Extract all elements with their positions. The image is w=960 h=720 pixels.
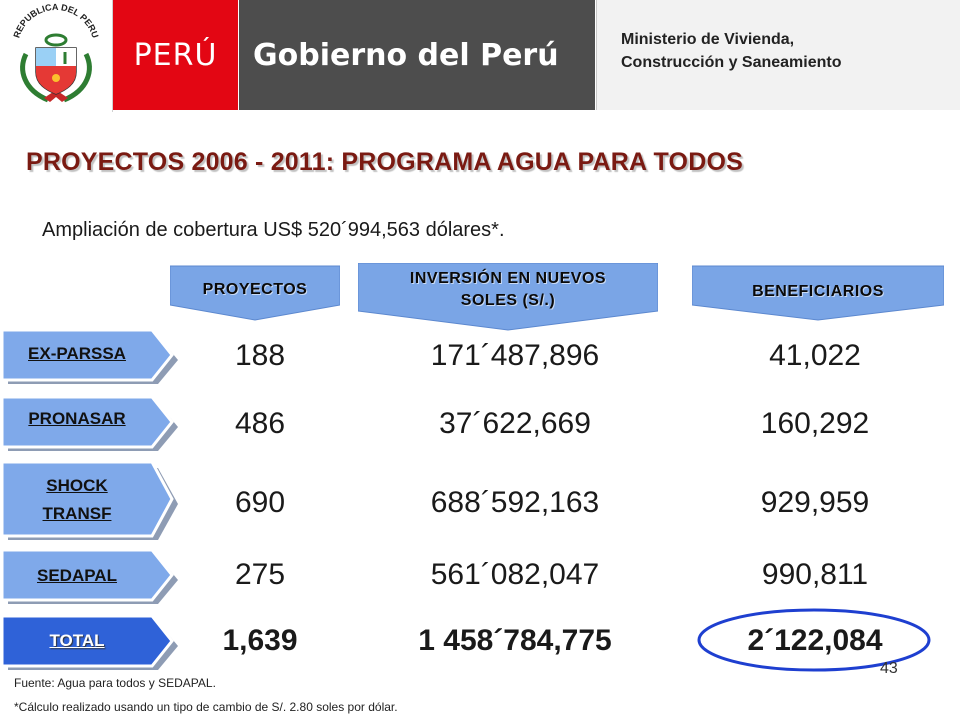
cell-shock-transf-beneficiarios: 929,959 [760, 486, 870, 519]
ministry-name-line2: Construcción y Saneamiento [621, 54, 842, 71]
column-label-inversion-line1: INVERSIÓN EN NUEVOS [409, 270, 607, 287]
peru-brand-block: PERÚ [113, 0, 238, 110]
row-label-transf-text: TRANSF [42, 504, 112, 523]
cell-pronasar-beneficiarios: 160,292 [760, 407, 870, 440]
cell-pronasar-proyectos: 486 [234, 407, 286, 440]
coat-of-arms-logo: REPUBLICA DEL PERU [0, 0, 113, 112]
header: REPUBLICA DEL PERU PERÚ Gobierno del Per… [0, 0, 960, 112]
column-header-beneficiarios: BENEFICIARIOS [692, 263, 944, 331]
row-label-shock-text: SHOCK [46, 476, 108, 495]
cell-shock-transf-proyectos: 690 [234, 486, 286, 519]
total-highlight-ellipse [697, 608, 931, 672]
row-label-ex-parssa: EX-PARSSA [2, 330, 178, 390]
cell-sedapal-beneficiarios: 990,811 [761, 558, 869, 591]
column-label-inversion-line2: SOLES (S/.) [460, 292, 556, 309]
row-label-pronasar: PRONASAR [2, 397, 178, 457]
cell-total-inversion: 1 458´784,775 [418, 624, 612, 657]
gobierno-brand-block: Gobierno del Perú [239, 0, 595, 110]
coverage-subtitle: Ampliación de cobertura US$ 520´994,563 … [42, 219, 505, 241]
page-number: 43 [880, 660, 898, 677]
cell-ex-parssa-inversion: 171´487,896 [430, 339, 600, 372]
ministry-block: Ministerio de Vivienda, Construcción y S… [596, 0, 960, 110]
cell-sedapal-proyectos: 275 [234, 558, 286, 591]
cell-shock-transf-inversion: 688´592,163 [430, 486, 600, 519]
cell-total-beneficiarios: 2´122,084 [747, 624, 883, 657]
row-label-sedapal-text: SEDAPAL [37, 566, 117, 585]
ministry-name-line1: Ministerio de Vivienda, [621, 31, 795, 48]
column-header-inversion: INVERSIÓN EN NUEVOS SOLES (S/.) [358, 263, 658, 331]
row-label-total: TOTAL [2, 616, 178, 676]
cell-ex-parssa-beneficiarios: 41,022 [769, 339, 861, 372]
row-label-shock-transf: SHOCK TRANSF [2, 462, 178, 546]
slide-title: PROYECTOS 2006 - 2011: PROGRAMA AGUA PAR… [26, 148, 743, 176]
cell-total-proyectos: 1,639 [222, 624, 298, 657]
row-label-total-text: TOTAL [49, 631, 105, 650]
cell-ex-parssa-proyectos: 188 [234, 339, 286, 372]
row-label-pronasar-text: PRONASAR [28, 409, 126, 428]
column-label-proyectos: PROYECTOS [202, 281, 308, 298]
column-label-beneficiarios: BENEFICIARIOS [752, 283, 884, 300]
cell-sedapal-inversion: 561´082,047 [430, 558, 600, 591]
exchange-rate-note: *Cálculo realizado usando un tipo de cam… [14, 700, 398, 714]
row-label-ex-parssa-text: EX-PARSSA [28, 344, 126, 363]
column-header-proyectos: PROYECTOS [170, 263, 340, 331]
row-label-sedapal: SEDAPAL [2, 550, 178, 610]
cell-pronasar-inversion: 37´622,669 [439, 407, 591, 440]
source-note: Fuente: Agua para todos y SEDAPAL. [14, 676, 216, 690]
